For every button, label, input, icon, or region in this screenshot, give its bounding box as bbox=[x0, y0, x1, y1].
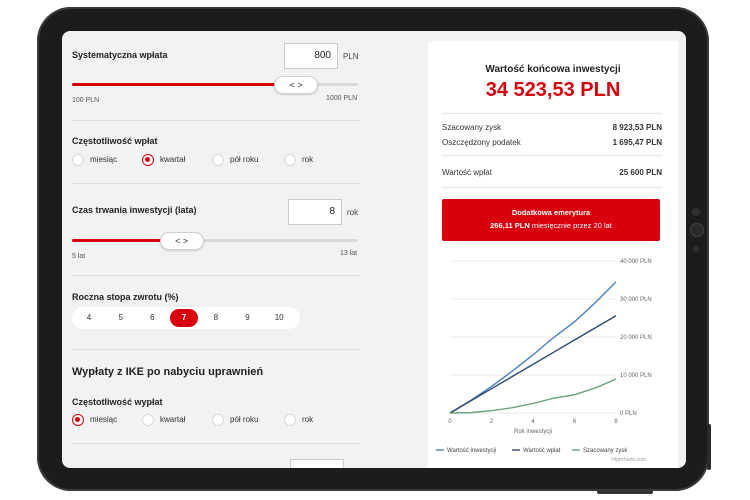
payment-input[interactable]: 800 bbox=[284, 43, 338, 69]
y-tick-label: 30 000 PLN bbox=[620, 297, 652, 303]
pension-banner-title: Dodatkowa emerytura bbox=[511, 208, 591, 217]
payment-unit: PLN bbox=[343, 52, 359, 61]
divider bbox=[442, 113, 662, 114]
y-tick-label: 0 PLN bbox=[620, 411, 637, 417]
profit-label: Szacowany zysk bbox=[442, 123, 502, 132]
series-line-0 bbox=[449, 281, 617, 414]
next-input[interactable] bbox=[290, 459, 344, 468]
home-button[interactable] bbox=[690, 223, 704, 237]
duration-max-label: 13 lat bbox=[340, 250, 358, 257]
radio-freq-0[interactable] bbox=[72, 154, 84, 166]
calculator-screen: Systematyczna wpłata 800 PLN < > 100 PLN… bbox=[62, 31, 686, 468]
payment-slider-handle[interactable]: < > bbox=[274, 76, 319, 94]
radio-freq-1[interactable] bbox=[142, 154, 154, 166]
radio-label: rok bbox=[302, 415, 314, 424]
divider bbox=[442, 155, 662, 156]
pension-amount: 266,11 PLN bbox=[490, 221, 530, 230]
x-axis-label: Rok inwestycji bbox=[514, 429, 552, 435]
payments-row: Wartość wpłat 25 600 PLN bbox=[442, 168, 662, 177]
rate-option-10[interactable]: 10 bbox=[274, 313, 284, 322]
tax-row: Oszczędzony podatek 1 695,47 PLN bbox=[442, 138, 662, 147]
chart-credit: Highcharts.com bbox=[611, 457, 646, 463]
x-tick-label: 6 bbox=[573, 419, 577, 425]
payment-min-label: 100 PLN bbox=[72, 97, 100, 104]
rate-option-8[interactable]: 8 bbox=[213, 313, 219, 322]
payment-slider-fill bbox=[72, 83, 296, 86]
rate-selector: 4 5 6 7 8 9 10 bbox=[72, 307, 300, 329]
radio-label: pół roku bbox=[230, 155, 259, 164]
y-tick-label: 40 000 PLN bbox=[620, 259, 652, 265]
radio-label: kwartał bbox=[160, 415, 186, 424]
radio-freq-3[interactable] bbox=[284, 154, 296, 166]
rate-option-4[interactable]: 4 bbox=[86, 313, 92, 322]
pension-banner-text: 266,11 PLN miesięcznie przez 20 lat bbox=[442, 221, 660, 230]
rate-option-7[interactable]: 7 bbox=[170, 309, 199, 327]
duration-label: Czas trwania inwestycji (lata) bbox=[72, 205, 197, 215]
x-tick-label: 2 bbox=[490, 419, 494, 425]
radio-label: miesiąc bbox=[90, 415, 118, 424]
ike-section-title: Wypłaty z IKE po nabyciu uprawnień bbox=[72, 366, 264, 378]
rate-option-9[interactable]: 9 bbox=[245, 313, 250, 322]
pension-period: miesięcznie przez 20 lat bbox=[531, 221, 612, 230]
divider bbox=[72, 183, 360, 184]
radio-ike-2[interactable] bbox=[212, 414, 224, 426]
investment-chart: 0 PLN 10 000 PLN 20 000 PLN 30 000 PLN 40 00… bbox=[436, 259, 652, 463]
radio-label: kwartał bbox=[160, 155, 186, 164]
payments-value: 25 600 PLN bbox=[619, 168, 662, 177]
frequency-label: Częstotliwość wpłat bbox=[72, 136, 158, 146]
duration-slider-fill bbox=[72, 239, 181, 242]
y-tick-label: 10 000 PLN bbox=[620, 373, 652, 379]
camera-dot bbox=[692, 208, 700, 216]
duration-unit: rok bbox=[347, 208, 359, 217]
radio-label: pół roku bbox=[230, 415, 259, 424]
tax-label: Oszczędzony podatek bbox=[442, 138, 521, 147]
x-tick-label: 4 bbox=[531, 419, 535, 425]
x-tick-label: 8 bbox=[614, 419, 618, 425]
divider bbox=[72, 349, 360, 350]
series-line-1 bbox=[449, 315, 617, 414]
divider bbox=[442, 187, 662, 188]
duration-input[interactable]: 8 bbox=[288, 199, 342, 225]
duration-slider-track[interactable] bbox=[72, 239, 358, 242]
bottom-button bbox=[597, 490, 653, 494]
sensor-dot bbox=[693, 246, 699, 252]
radio-ike-0[interactable] bbox=[72, 414, 84, 426]
radio-freq-2[interactable] bbox=[212, 154, 224, 166]
payments-label: Wartość wpłat bbox=[442, 168, 492, 177]
series-line-2 bbox=[449, 378, 617, 414]
profit-value: 8 923,53 PLN bbox=[612, 123, 662, 132]
legend-label: Wartość inwestycji bbox=[447, 448, 496, 454]
divider bbox=[72, 275, 360, 276]
radio-label: miesiąc bbox=[90, 155, 118, 164]
result-title: Wartość końcowa inwestycji bbox=[485, 64, 621, 75]
payment-max-label: 1000 PLN bbox=[326, 95, 358, 102]
radio-ike-1[interactable] bbox=[142, 414, 154, 426]
pension-banner: Dodatkowa emerytura 266,11 PLN miesięczn… bbox=[442, 199, 660, 241]
legend-label: Szacowany zysk bbox=[583, 448, 628, 454]
x-tick-label: 0 bbox=[448, 419, 452, 425]
result-panel: Wartość końcowa inwestycji 34 523,53 PLN… bbox=[428, 41, 678, 468]
payment-label: Systematyczna wpłata bbox=[72, 50, 168, 60]
duration-min-label: 5 lat bbox=[72, 253, 86, 260]
rate-option-5[interactable]: 5 bbox=[118, 313, 123, 322]
result-value: 34 523,53 PLN bbox=[485, 79, 621, 101]
tax-value: 1 695,47 PLN bbox=[612, 138, 662, 147]
radio-label: rok bbox=[302, 155, 314, 164]
y-tick-label: 20 000 PLN bbox=[620, 335, 652, 341]
rate-label: Roczna stopa zwrotu (%) bbox=[72, 292, 179, 302]
radio-ike-3[interactable] bbox=[284, 414, 296, 426]
ike-frequency-label: Częstotliwość wypłat bbox=[72, 397, 163, 407]
duration-slider-handle[interactable]: < > bbox=[159, 232, 204, 250]
rate-option-6[interactable]: 6 bbox=[150, 313, 155, 322]
input-panel: Systematyczna wpłata 800 PLN < > 100 PLN… bbox=[62, 31, 420, 468]
divider bbox=[72, 120, 360, 121]
profit-row: Szacowany zysk 8 923,53 PLN bbox=[442, 123, 662, 132]
side-button bbox=[707, 424, 711, 470]
divider bbox=[72, 443, 360, 444]
legend-label: Wartość wpłat bbox=[523, 448, 561, 454]
